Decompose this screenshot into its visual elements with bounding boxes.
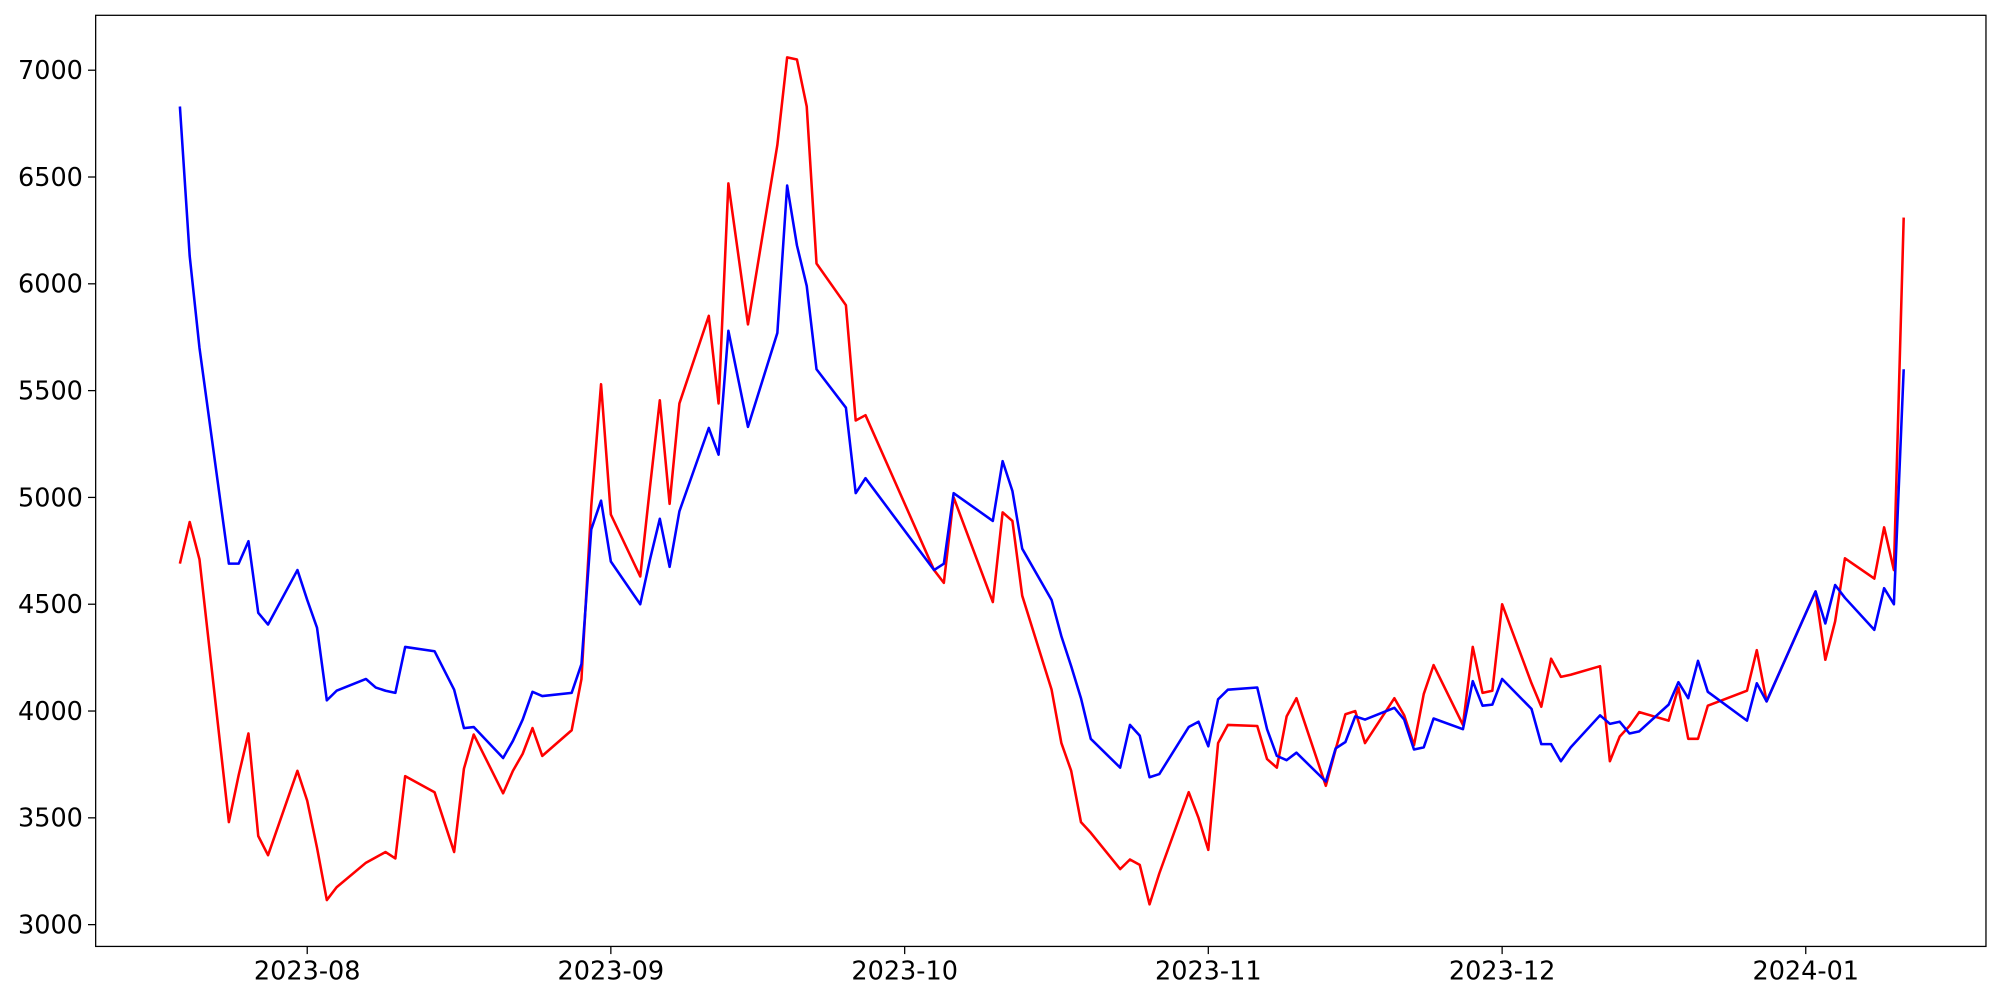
y-tick-label: 7000 (18, 56, 83, 86)
x-tick-label: 2024-01 (1752, 957, 1859, 987)
y-tick-label: 4500 (18, 590, 83, 620)
y-tick-label: 5500 (18, 377, 83, 407)
y-tick-label: 6500 (18, 163, 83, 193)
y-tick-label: 3500 (18, 804, 83, 834)
line-series (178, 56, 1905, 906)
y-tick-label: 6000 (18, 270, 83, 300)
x-tick-label: 2023-08 (254, 957, 361, 987)
x-tick-label: 2023-12 (1449, 957, 1556, 987)
x-tick-label: 2023-09 (558, 957, 665, 987)
plot-frame (95, 14, 1987, 948)
y-tick-label: 4000 (18, 697, 83, 727)
y-tick-label: 5000 (18, 483, 83, 513)
x-tick-label: 2023-11 (1155, 957, 1262, 987)
y-tick-label: 3000 (18, 911, 83, 941)
line-series (178, 106, 1905, 783)
x-tick-label: 2023-10 (851, 957, 958, 987)
